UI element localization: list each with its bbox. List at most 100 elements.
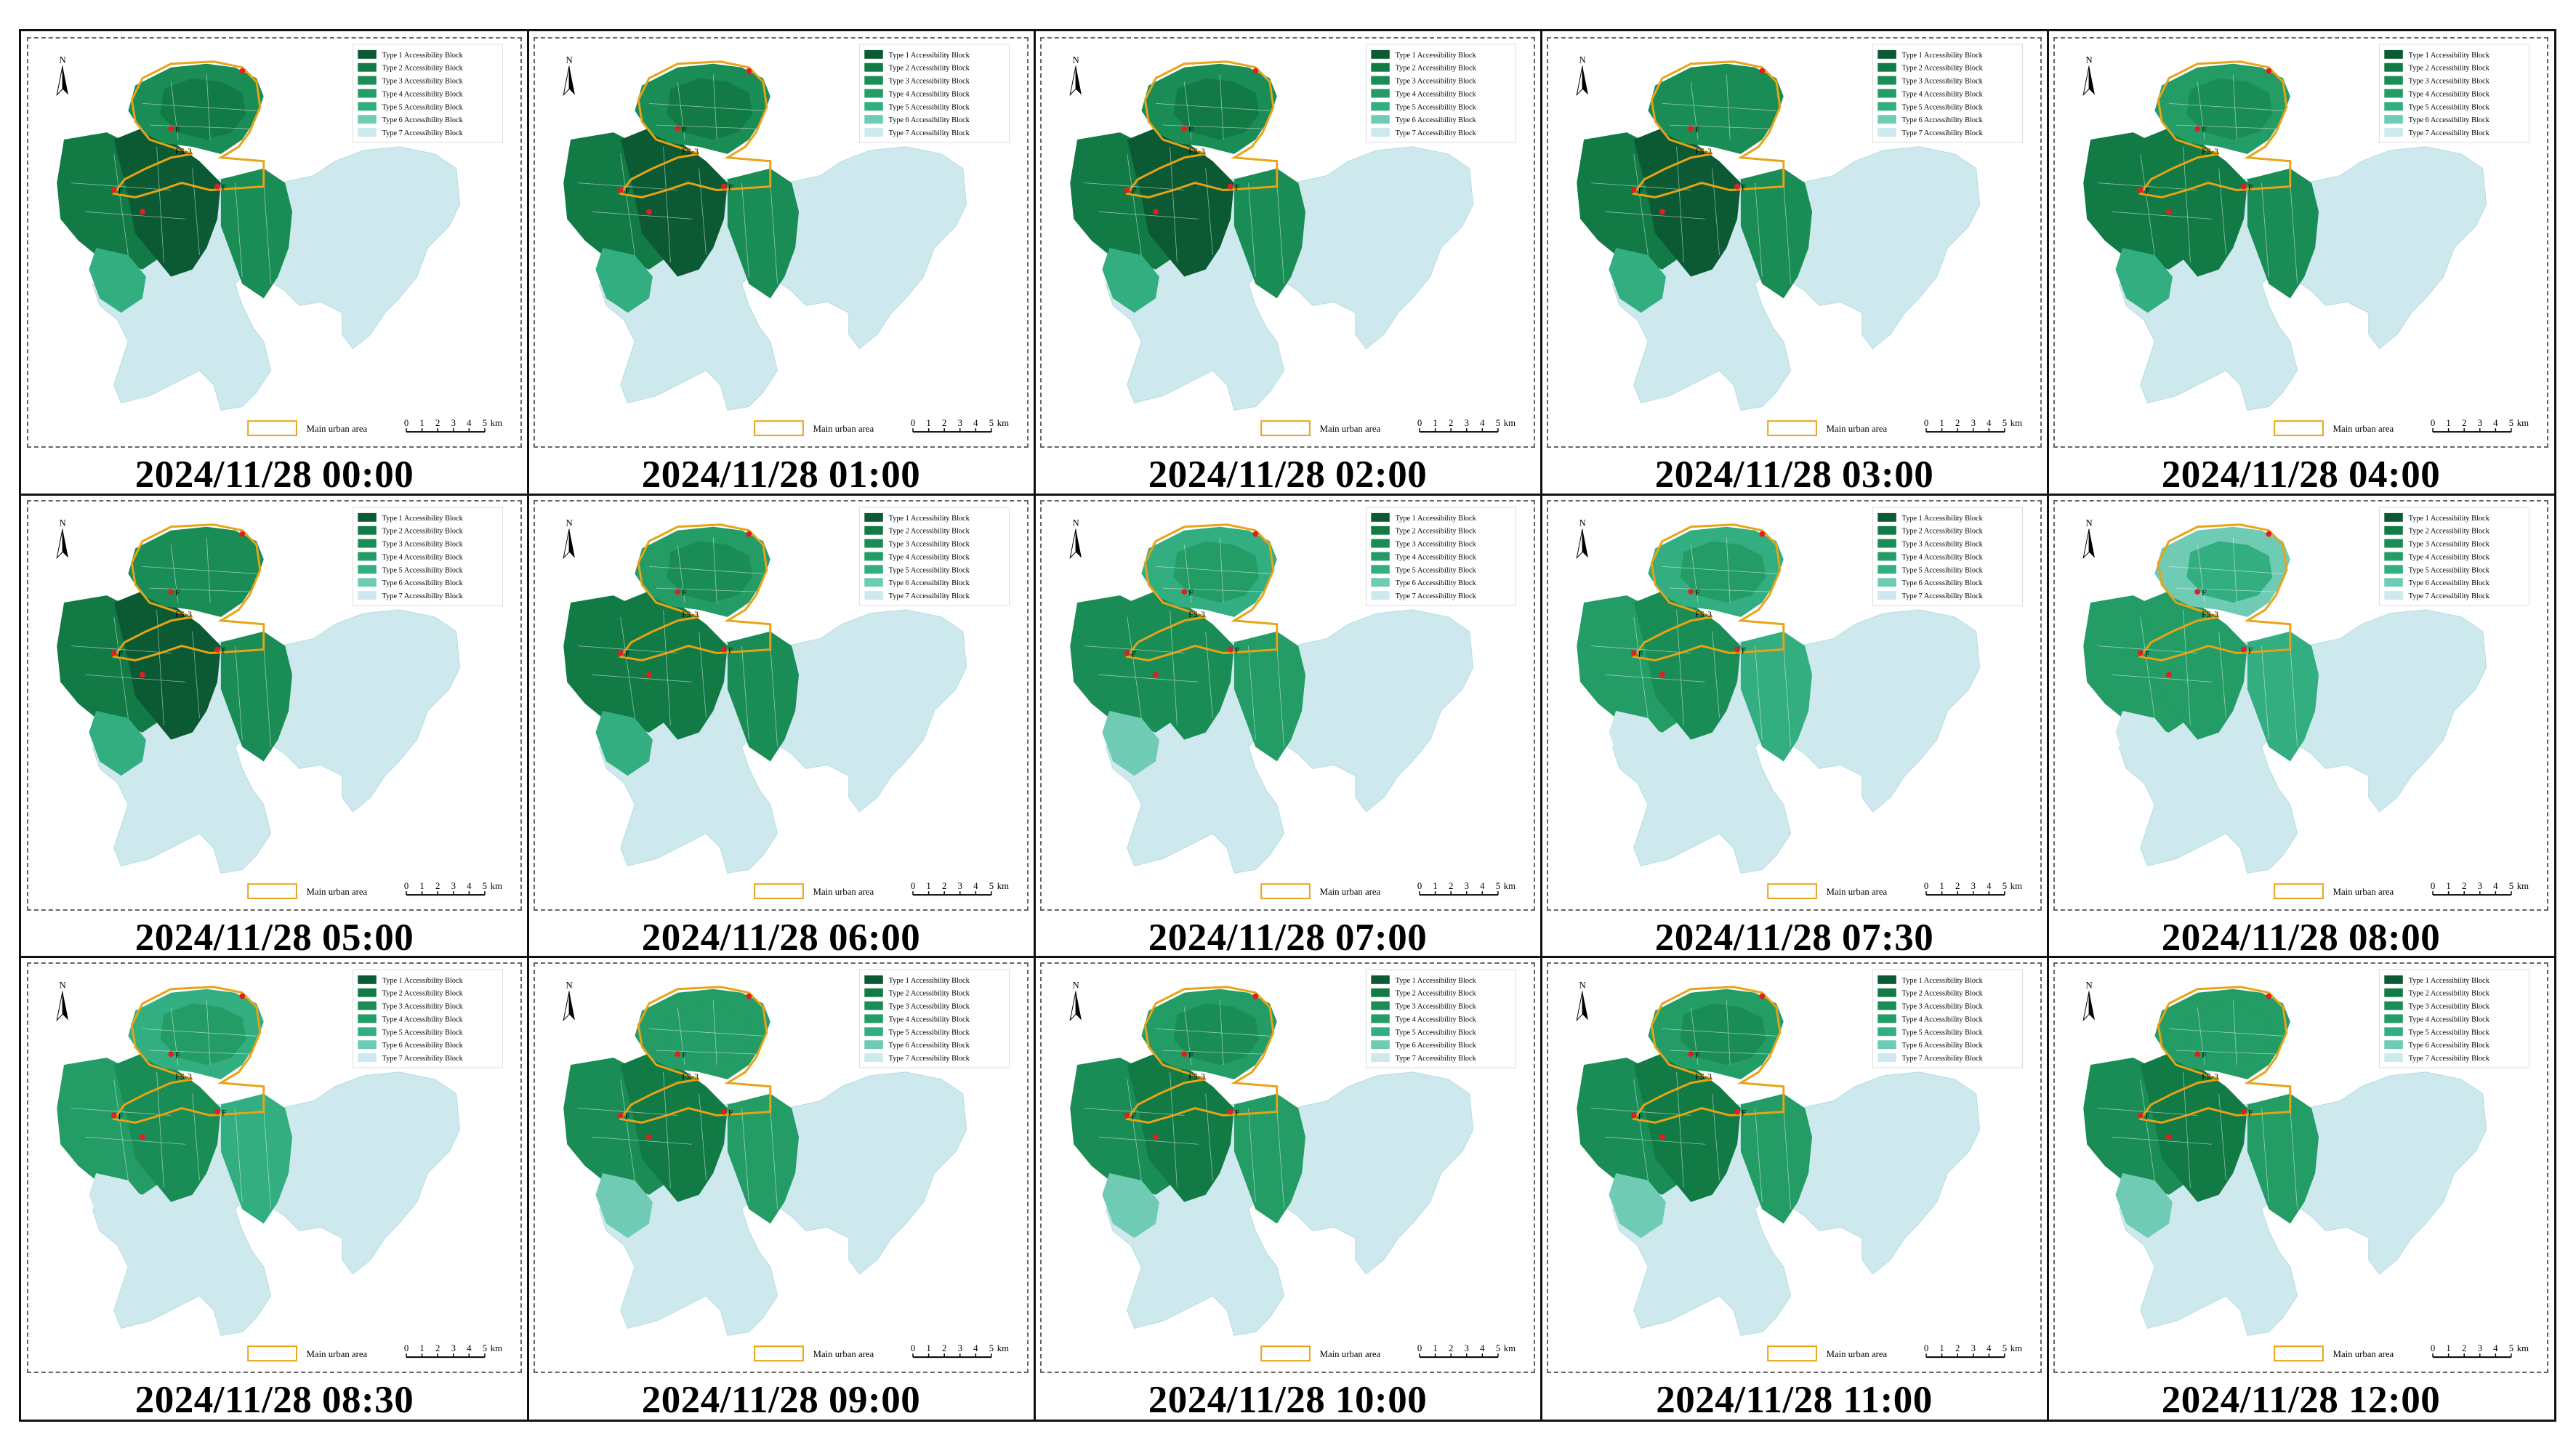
svg-text:F: F xyxy=(728,645,733,655)
scale-tick-label: 3 xyxy=(451,1343,456,1353)
svg-text:FS-3: FS-3 xyxy=(682,1071,699,1082)
map-frame: N xyxy=(2053,499,2548,911)
svg-text:Main urban area: Main urban area xyxy=(2333,424,2394,434)
legend-swatch xyxy=(864,89,883,98)
legend-label: Type 3 Accessibility Block xyxy=(382,1003,464,1011)
svg-text:N: N xyxy=(1579,55,1585,65)
legend-label: Type 7 Accessibility Block xyxy=(1396,592,1477,600)
legend-label: Type 6 Accessibility Block xyxy=(889,579,970,587)
scale-tick-label: 5 xyxy=(2003,881,2007,891)
legend-label: Type 4 Accessibility Block xyxy=(2409,90,2490,98)
scale-tick-label: 2 xyxy=(435,418,440,428)
scale-tick-label: 3 xyxy=(958,881,962,891)
map-svg: N xyxy=(1576,969,2023,1362)
legend-label: Type 5 Accessibility Block xyxy=(1396,566,1477,574)
scale-tick-label: 4 xyxy=(1987,1343,1992,1353)
scale-tick-label: 4 xyxy=(1987,881,1992,891)
panel-time: 2024/11/28 07:30 xyxy=(1654,916,1934,959)
legend-label: Type 3 Accessibility Block xyxy=(1396,78,1477,86)
legend-swatch xyxy=(358,1040,377,1050)
map-panel: N xyxy=(528,31,1034,496)
urban-area-key: Main urban area xyxy=(1767,1345,1888,1362)
svg-text:F: F xyxy=(222,182,227,192)
legend-swatch xyxy=(2384,526,2403,535)
scale-tick-label: 2 xyxy=(2462,881,2466,891)
legend-swatch xyxy=(1371,128,1390,137)
legend-swatch xyxy=(1371,1040,1390,1050)
legend: Type 1 Accessibility Block Type 2 Accessi… xyxy=(1365,969,1516,1068)
scale-unit: km xyxy=(2517,881,2529,891)
grid-divider xyxy=(1540,31,1542,1420)
svg-text:F: F xyxy=(2145,185,2150,196)
map-frame: N xyxy=(27,499,522,911)
map-panel: N xyxy=(1541,957,2048,1421)
legend-swatch xyxy=(2384,577,2403,587)
north-arrow-icon: N xyxy=(56,518,68,559)
svg-text:F: F xyxy=(2248,1108,2253,1118)
legend-label: Type 6 Accessibility Block xyxy=(1902,1042,1984,1050)
scale-tick-label: 1 xyxy=(419,418,424,428)
legend-label: Type 7 Accessibility Block xyxy=(382,592,464,600)
legend-swatch xyxy=(864,512,883,522)
legend-swatch xyxy=(864,49,883,59)
legend-swatch xyxy=(2384,49,2403,59)
svg-text:Main urban area: Main urban area xyxy=(813,424,874,434)
legend-label: Type 2 Accessibility Block xyxy=(1396,527,1477,535)
legend-label: Type 6 Accessibility Block xyxy=(1902,116,1984,124)
scale-unit: km xyxy=(1504,418,1516,428)
legend-label: Type 4 Accessibility Block xyxy=(382,553,464,561)
scale-tick-label: 0 xyxy=(404,1343,408,1353)
scale-tick-label: 5 xyxy=(2509,881,2513,891)
scale-tick-label: 3 xyxy=(958,1343,962,1353)
legend-label: Type 7 Accessibility Block xyxy=(382,129,464,137)
legend-label: Type 6 Accessibility Block xyxy=(382,116,464,124)
station-markers: F F F FS-3 xyxy=(110,994,246,1140)
legend-label: Type 3 Accessibility Block xyxy=(2409,540,2490,548)
legend-label: Type 2 Accessibility Block xyxy=(1902,65,1984,73)
scale-tick-label: 0 xyxy=(911,418,915,428)
legend-swatch xyxy=(1877,1040,1896,1050)
legend-swatch xyxy=(358,975,377,985)
legend-swatch xyxy=(864,539,883,548)
legend-swatch xyxy=(1371,76,1390,85)
legend-label: Type 1 Accessibility Block xyxy=(382,514,464,522)
urban-area-key: Main urban area xyxy=(247,420,368,437)
scale-unit: km xyxy=(1504,881,1516,891)
scale-tick-label: 0 xyxy=(2431,418,2435,428)
map-panel: N xyxy=(2048,31,2554,496)
legend-swatch xyxy=(1877,577,1896,587)
legend-label: Type 7 Accessibility Block xyxy=(2409,1055,2490,1063)
scale-tick-label: 2 xyxy=(1449,881,1453,891)
urban-area-key: Main urban area xyxy=(1260,882,1381,899)
legend-label: Type 7 Accessibility Block xyxy=(889,129,970,137)
station-markers: F F F FS-3 xyxy=(1124,994,1259,1140)
panel-grid: N xyxy=(19,29,2556,1422)
panel-time: 2024/11/28 00:00 xyxy=(134,454,414,496)
legend-label: Type 6 Accessibility Block xyxy=(382,579,464,587)
north-arrow-icon: N xyxy=(2082,55,2095,96)
scale-bar: 0 1 2 3 4 5 km xyxy=(1924,418,2022,433)
panel-time: 2024/11/28 08:00 xyxy=(2161,916,2441,959)
map-svg: N xyxy=(1576,44,2023,437)
legend-label: Type 4 Accessibility Block xyxy=(1396,90,1477,98)
legend-label: Type 1 Accessibility Block xyxy=(1902,52,1984,60)
map-frame: N xyxy=(1040,962,1535,1374)
svg-text:Main urban area: Main urban area xyxy=(1827,1349,1888,1359)
scale-tick-label: 4 xyxy=(1480,418,1485,428)
legend: Type 1 Accessibility Block Type 2 Accessi… xyxy=(1872,507,2023,606)
svg-text:F: F xyxy=(682,1050,687,1060)
legend-swatch xyxy=(1877,590,1896,600)
legend-swatch xyxy=(864,1014,883,1023)
legend-swatch xyxy=(1877,512,1896,522)
legend-label: Type 5 Accessibility Block xyxy=(1902,566,1984,574)
svg-text:N: N xyxy=(1072,518,1079,528)
grid-divider xyxy=(1034,31,1036,1420)
legend-swatch xyxy=(864,975,883,985)
station-markers: F F F FS-3 xyxy=(110,68,246,215)
legend-swatch xyxy=(864,1027,883,1037)
legend: Type 1 Accessibility Block Type 2 Accessi… xyxy=(1872,44,2023,143)
svg-text:F: F xyxy=(625,1111,630,1122)
station-markers: F F F FS-3 xyxy=(1124,531,1259,677)
svg-text:N: N xyxy=(2085,981,2092,991)
legend-swatch xyxy=(1877,975,1896,985)
